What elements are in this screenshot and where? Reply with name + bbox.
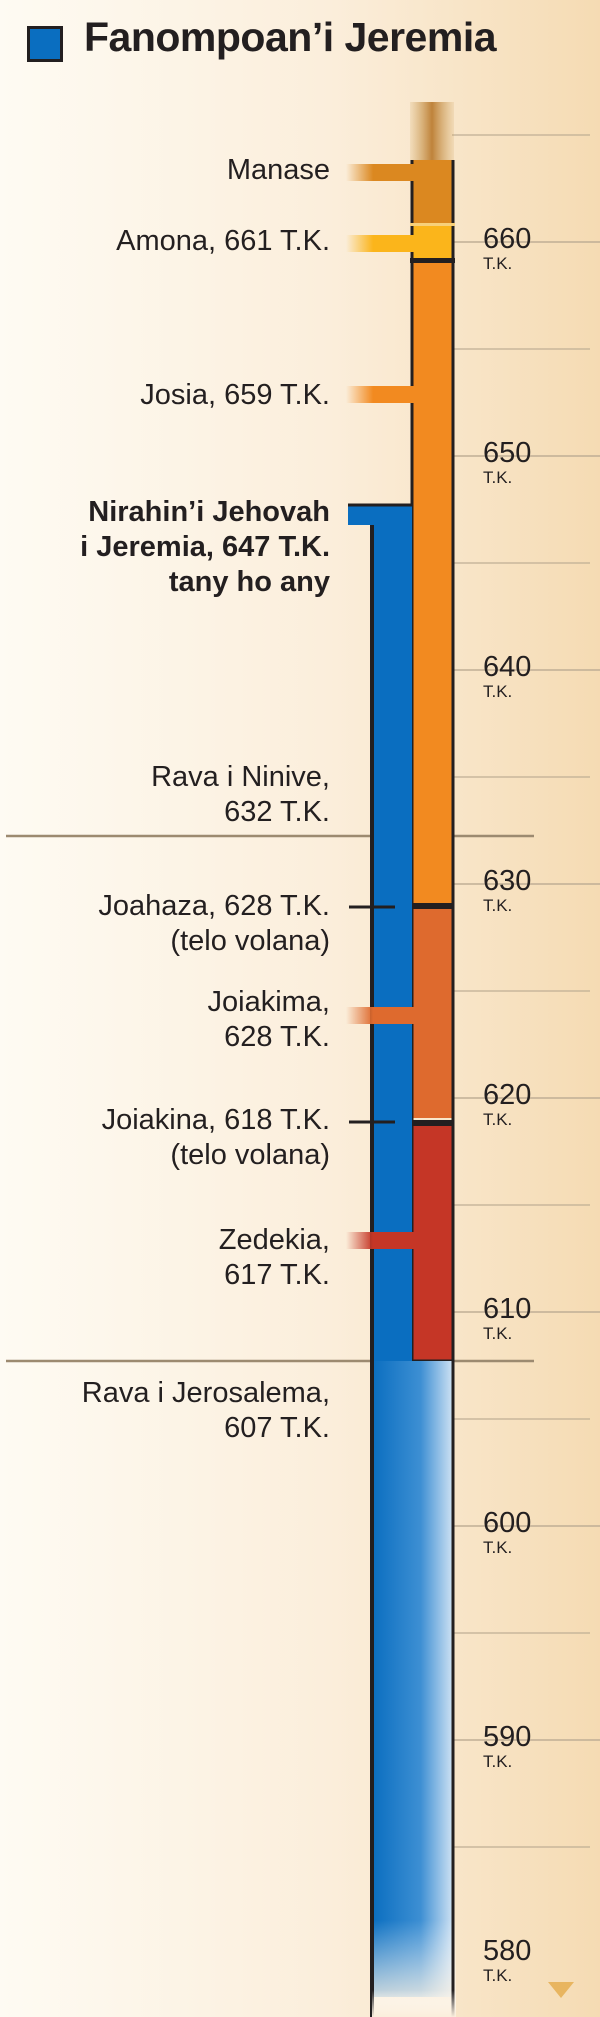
event-label: Manase <box>227 153 330 188</box>
reign-bar-josia <box>412 262 453 904</box>
bottom-fade <box>372 1990 456 2017</box>
event-label: Joahaza, 628 T.K. (telo volana) <box>98 889 330 959</box>
tick-label-year: 590 <box>483 1721 532 1753</box>
event-label: Rava i Jerosalema, 607 T.K. <box>82 1376 330 1446</box>
tick-label-era: T.K. <box>483 1752 513 1771</box>
reign-bar-amona <box>412 224 453 262</box>
reign-separator <box>412 1120 453 1126</box>
reign-bar-joiakima <box>412 909 453 1118</box>
event-label: Joiakima, 628 T.K. <box>208 985 331 1055</box>
event-label-line: Joiakina, 618 T.K. <box>101 1104 330 1136</box>
event-label-line: 632 T.K. <box>224 796 330 828</box>
label-connector <box>346 1007 414 1024</box>
tick-label-year: 650 <box>483 437 532 469</box>
reign-bar-manase <box>412 160 453 224</box>
event-label-line: tany ho any <box>168 566 330 598</box>
event-label: Joiakina, 618 T.K. (telo volana) <box>102 1103 330 1173</box>
event-label: Nirahin’i Jehovah i Jeremia, 647 T.K. tany… <box>80 495 330 600</box>
event-label-line: Josia, 659 T.K. <box>140 379 330 411</box>
event-label-line: 607 T.K. <box>224 1412 330 1444</box>
label-connector <box>346 386 414 403</box>
event-label: Amona, 661 T.K. <box>116 224 330 259</box>
tick-label-year: 640 <box>483 651 532 683</box>
label-connector <box>346 1232 414 1249</box>
label-connector <box>346 235 414 252</box>
event-label: Rava i Ninive, 632 T.K. <box>151 760 330 830</box>
tick-label-era: T.K. <box>483 896 513 915</box>
tick-label-era: T.K. <box>483 1110 513 1129</box>
tick-label-year: 630 <box>483 865 532 897</box>
legend-swatch <box>27 26 63 62</box>
event-label: Zedekia, 617 T.K. <box>219 1223 330 1293</box>
event-label-line: Zedekia, <box>218 1224 330 1256</box>
tick-label-year: 600 <box>483 1507 532 1539</box>
event-label-line: Joiakima, <box>207 986 331 1018</box>
tick-label-year: 620 <box>483 1079 532 1111</box>
tick-label-era: T.K. <box>483 1966 513 1985</box>
event-label-line: Joahaza, 628 T.K. <box>98 890 330 922</box>
event-label-line: Amona, 661 T.K. <box>116 225 330 257</box>
event-label: Josia, 659 T.K. <box>140 378 330 413</box>
event-label-line: Rava i Jerosalema, <box>81 1377 330 1409</box>
event-label-line: 617 T.K. <box>224 1259 330 1291</box>
event-label-line: Rava i Ninive, <box>151 761 330 793</box>
tick-label-era: T.K. <box>483 1324 513 1343</box>
reign-separator <box>410 258 455 263</box>
tick-label-year: 610 <box>483 1293 532 1325</box>
event-label-line: (telo volana) <box>170 1139 330 1171</box>
event-label-line: (telo volana) <box>170 925 330 957</box>
event-label-line: Nirahin’i Jehovah <box>88 496 330 528</box>
label-connector <box>346 164 414 181</box>
legend-title: Fanompoan’i Jeremia <box>84 14 497 60</box>
tick-label-year: 660 <box>483 223 532 255</box>
tick-label-era: T.K. <box>483 468 513 487</box>
continue-arrow-icon <box>548 1982 574 1998</box>
tick-label-year: 580 <box>483 1935 532 1967</box>
reign-separator <box>412 903 453 909</box>
event-label-line: Manase <box>226 154 330 186</box>
jeremiah-service-fade <box>372 1361 453 1997</box>
reign-separator <box>410 223 455 226</box>
event-label-line: 628 T.K. <box>224 1021 330 1053</box>
reign-bar-zedekia <box>412 1125 453 1361</box>
tick-label-era: T.K. <box>483 1538 513 1557</box>
tick-label-era: T.K. <box>483 682 513 701</box>
event-label-line: i Jeremia, 647 T.K. <box>80 531 330 563</box>
tick-label-era: T.K. <box>483 254 513 273</box>
